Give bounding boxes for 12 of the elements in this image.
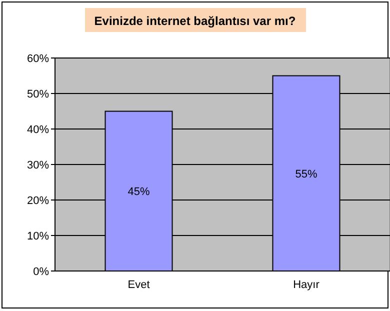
data-label: 45% [128, 186, 150, 198]
y-tick-label: 60% [26, 53, 50, 65]
y-tick-label: 50% [26, 88, 50, 100]
y-tick-label: 40% [26, 124, 50, 136]
y-tick-label: 0% [33, 266, 50, 278]
y-tick-label: 30% [26, 160, 50, 172]
chart-title: Evinizde internet bağlantısı var mı? [94, 14, 296, 28]
y-tick-label: 10% [26, 230, 50, 242]
y-tick-label: 20% [26, 195, 50, 207]
x-tick-label: Evet [128, 279, 150, 291]
data-label: 55% [295, 168, 318, 180]
x-tick-label: Hayır [293, 279, 320, 291]
